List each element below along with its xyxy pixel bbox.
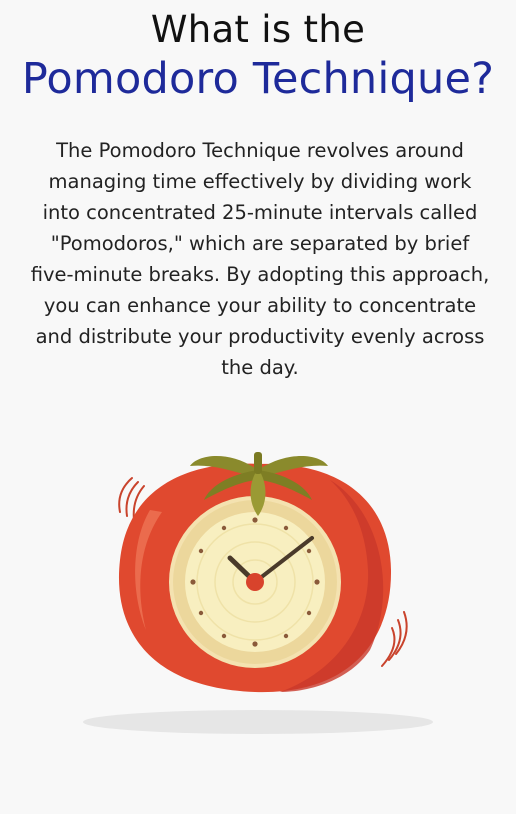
clock-center <box>246 573 264 591</box>
title-line-1: What is the <box>150 8 366 51</box>
clock-minute-hand <box>253 536 314 584</box>
clock-ticks <box>190 517 320 647</box>
tomato-clock-icon <box>83 452 433 734</box>
title-line-2: Pomodoro Technique? <box>21 54 495 104</box>
pomodoro-illustration <box>80 440 440 740</box>
tomato-leaves <box>190 452 328 516</box>
motion-lines-right <box>381 611 408 667</box>
ground-shadow <box>83 710 433 734</box>
description-paragraph: The Pomodoro Technique revolves around m… <box>30 139 490 379</box>
